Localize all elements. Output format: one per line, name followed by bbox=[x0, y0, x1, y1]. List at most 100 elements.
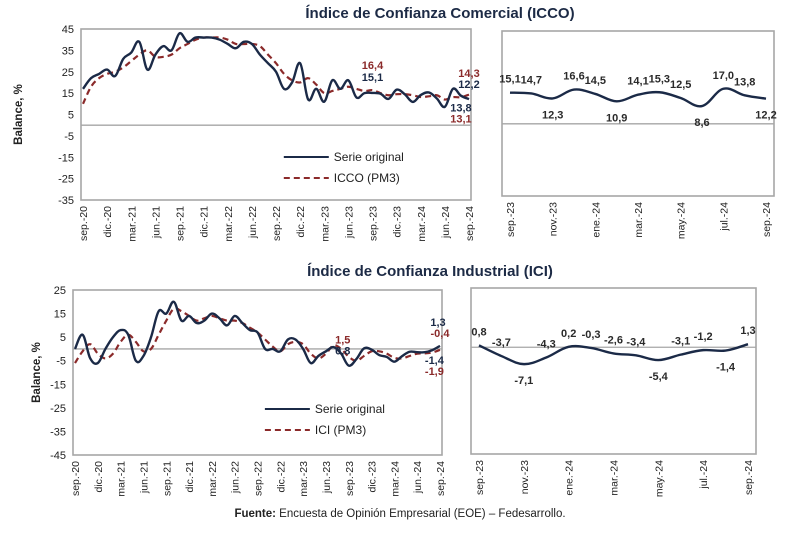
y-axis-label: Balance, % bbox=[13, 84, 25, 145]
data-label: 17,0 bbox=[713, 70, 734, 82]
pm3-series-line bbox=[82, 36, 470, 105]
annotation-label: -1,9 bbox=[425, 366, 444, 378]
data-label: 14,5 bbox=[585, 75, 606, 87]
x-tick-label: dic.-23 bbox=[392, 206, 404, 238]
x-tick-label: mar.-21 bbox=[126, 206, 138, 242]
original-series-line bbox=[478, 343, 749, 366]
y-tick-label: 15 bbox=[62, 88, 74, 100]
y-tick-label: 15 bbox=[54, 309, 66, 321]
data-label: 15,3 bbox=[649, 73, 670, 85]
data-label: -1,4 bbox=[716, 362, 736, 374]
plot-frame bbox=[470, 287, 757, 455]
plot-frame bbox=[72, 289, 443, 456]
data-label: -4,3 bbox=[537, 338, 556, 350]
data-label: -5,4 bbox=[649, 371, 669, 383]
y-tick-label: 35 bbox=[62, 45, 74, 57]
annotation-label: 0,8 bbox=[335, 346, 350, 358]
annotation-label: 15,1 bbox=[362, 72, 383, 84]
x-tick-label: mar.-22 bbox=[223, 206, 235, 242]
x-tick-label: ene.-24 bbox=[590, 202, 602, 238]
data-label: 10,9 bbox=[606, 112, 627, 124]
original-series-line bbox=[73, 300, 441, 367]
y-tick-label: -15 bbox=[50, 379, 66, 391]
x-tick-label: sep.-23 bbox=[344, 461, 356, 496]
x-tick-label: mar.-24 bbox=[609, 460, 621, 496]
x-tick-label: sep.-21 bbox=[175, 206, 187, 241]
x-tick-label: dic.-23 bbox=[367, 461, 379, 493]
plot-frame bbox=[501, 30, 775, 197]
y-tick-label: 5 bbox=[68, 110, 74, 122]
source-text: Encuesta de Opinión Empresarial (EOE) – … bbox=[276, 508, 566, 520]
data-label: 0,2 bbox=[561, 328, 576, 340]
data-label: 14,7 bbox=[521, 74, 542, 86]
y-axis-label: Balance, % bbox=[31, 342, 43, 403]
annotation-label: -1,4 bbox=[425, 355, 445, 367]
data-label: 12,2 bbox=[755, 110, 776, 122]
panel-ici-recent: sep.-23 nov.-23 ene.-24 mar.-24 may.-24 jul.-… bbox=[470, 287, 757, 497]
data-label: 15,1 bbox=[499, 74, 520, 86]
x-tick-label: may.-24 bbox=[653, 460, 665, 497]
legend-label-pm3: ICI (PM3) bbox=[315, 423, 366, 437]
y-tick-label: 25 bbox=[62, 67, 74, 79]
x-tick-label: jun.-23 bbox=[321, 461, 333, 494]
x-tick-label: dic.-22 bbox=[295, 206, 307, 238]
data-label: 12,3 bbox=[542, 109, 563, 121]
y-tick-label: 45 bbox=[62, 24, 74, 36]
x-tick-label: jun.-22 bbox=[230, 461, 242, 494]
source-note: Fuente: Encuesta de Opinión Empresarial … bbox=[234, 508, 565, 520]
y-tick-label: -15 bbox=[58, 152, 74, 164]
x-tick-label: sep.-23 bbox=[368, 206, 380, 241]
x-tick-label: jun.-24 bbox=[412, 461, 424, 494]
x-tick-label: dic.-22 bbox=[275, 461, 287, 493]
x-tick-label: sep.-24 bbox=[435, 461, 447, 496]
data-label: 16,6 bbox=[563, 71, 584, 83]
x-tick-label: sep.-23 bbox=[474, 460, 486, 495]
x-tick-label: sep.-22 bbox=[253, 461, 265, 496]
x-tick-label: sep.-24 bbox=[761, 202, 773, 237]
x-tick-label: sep.-20 bbox=[78, 206, 90, 241]
panel-icco-recent: sep.-23 nov.-23 ene.-24 mar.-24 may.-24 jul.-… bbox=[499, 30, 777, 239]
plot-frame bbox=[80, 28, 472, 201]
annotation-label: 14,3 bbox=[458, 68, 479, 80]
original-series-line bbox=[509, 87, 767, 108]
x-tick-label: ene.-24 bbox=[564, 460, 576, 496]
data-label: -3,1 bbox=[671, 336, 690, 348]
x-tick-label: jun.-23 bbox=[343, 206, 355, 239]
x-tick-label: mar.-23 bbox=[319, 206, 331, 242]
x-tick-label: jun.-24 bbox=[440, 206, 452, 239]
legend: Serie original ICI (PM3) bbox=[264, 402, 385, 437]
x-tick-label: mar.-23 bbox=[298, 461, 310, 497]
y-tick-label: -45 bbox=[50, 450, 66, 462]
data-label: 14,1 bbox=[627, 76, 648, 88]
x-tick-label: sep.-23 bbox=[505, 202, 517, 237]
annotation-label: 13,8 bbox=[450, 103, 471, 115]
x-tick-label: mar.-22 bbox=[207, 461, 219, 497]
annotation-label: 16,4 bbox=[362, 60, 384, 72]
annotation-label: 12,2 bbox=[458, 79, 479, 91]
annotation-label: -0,4 bbox=[431, 328, 451, 340]
panel-ici-long: 25 15 5 -5 -15 -25 -35 -45 Balance, % sep.-20 dic.… bbox=[31, 285, 450, 497]
x-tick-label: mar.-24 bbox=[416, 206, 428, 242]
annotation-label: 1,5 bbox=[335, 335, 350, 347]
x-tick-label: may.-24 bbox=[676, 202, 688, 239]
annotation-label: 13,1 bbox=[450, 114, 471, 126]
y-tick-label: -25 bbox=[58, 174, 74, 186]
x-tick-label: sep.-24 bbox=[743, 460, 755, 495]
y-tick-label: 5 bbox=[60, 332, 66, 344]
x-tick-label: dic.-20 bbox=[93, 461, 105, 493]
data-label: 12,5 bbox=[670, 79, 691, 91]
data-label: -3,7 bbox=[492, 337, 511, 349]
data-label: -7,1 bbox=[514, 375, 533, 387]
legend-label-original: Serie original bbox=[315, 402, 385, 416]
data-label: 1,3 bbox=[740, 325, 755, 337]
chart-title-icco: Índice de Confianza Comercial (ICCO) bbox=[305, 5, 574, 22]
x-tick-label: mar.-24 bbox=[389, 461, 401, 497]
x-tick-label: sep.-20 bbox=[70, 461, 82, 496]
x-tick-label: dic.-21 bbox=[199, 206, 211, 238]
y-tick-label: -5 bbox=[64, 131, 74, 143]
x-tick-label: sep.-24 bbox=[464, 206, 476, 241]
x-tick-label: nov.-23 bbox=[519, 460, 531, 494]
pm3-series-line bbox=[74, 307, 441, 364]
y-tick-label: 25 bbox=[54, 285, 66, 297]
